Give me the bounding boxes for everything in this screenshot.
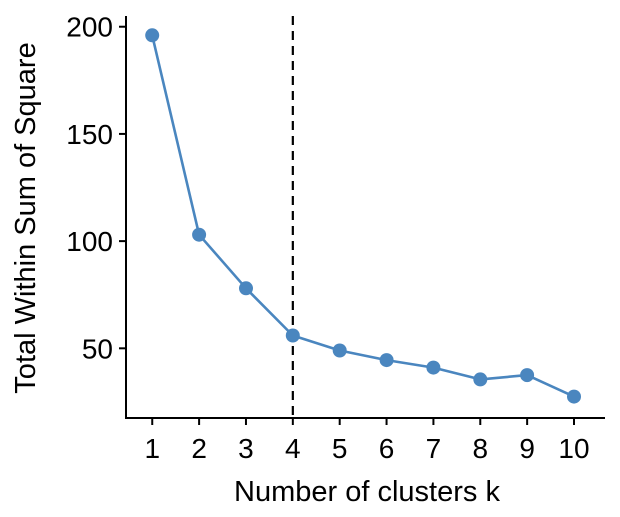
series-line [150,35,575,398]
data-point-k7 [426,360,441,375]
data-point-k10 [567,389,581,404]
data-point-k8 [473,372,488,387]
x-tick-label: 3 [238,433,254,464]
data-point-k1 [145,28,160,43]
y-axis-title: Total Within Sum of Square [10,42,42,393]
x-axis-title: Number of clusters k [234,476,500,508]
data-point-k6 [379,353,394,368]
x-tick-label: 7 [426,433,442,464]
x-ticks: 1 2 3 4 5 6 7 8 9 10 [144,418,590,464]
data-points [145,28,581,404]
data-point-k9 [520,368,535,383]
x-tick-label: 8 [472,433,488,464]
x-tick-label: 6 [379,433,395,464]
y-tick-label: 200 [66,12,113,43]
y-tick-label: 50 [82,333,113,364]
data-point-k2 [192,227,207,242]
data-point-k4 [285,328,300,343]
data-point-k3 [239,281,253,296]
x-tick-label: 1 [144,433,160,464]
x-tick-label: 9 [519,433,535,464]
x-tick-label: 5 [332,433,348,464]
x-tick-label: 2 [191,433,207,464]
y-tick-label: 100 [66,226,113,257]
axes [125,16,605,419]
y-ticks: 50 100 150 200 [66,12,126,364]
x-tick-label: 10 [558,433,589,464]
data-point-k5 [332,343,347,358]
x-tick-label: 4 [285,433,301,464]
y-tick-label: 150 [66,119,113,150]
